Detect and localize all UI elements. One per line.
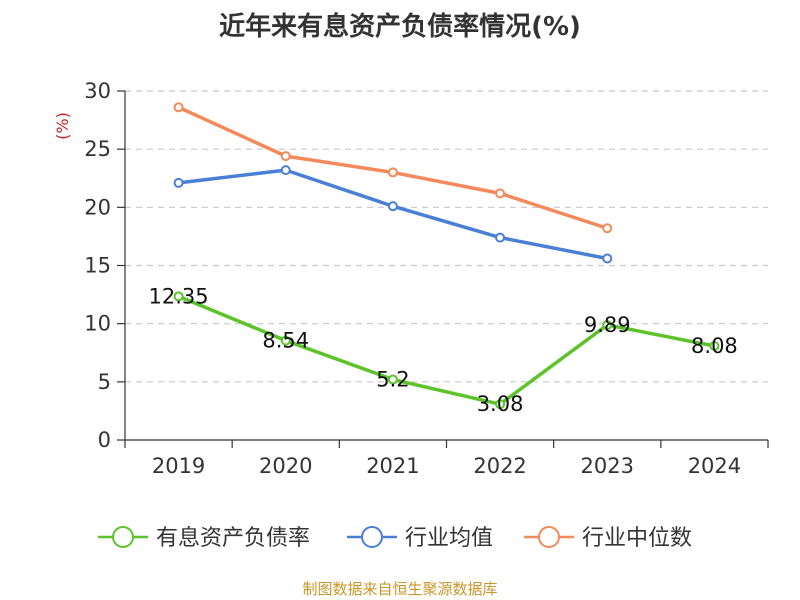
data-label-2019: 12.35: [149, 284, 209, 308]
series-0-point-4: [602, 319, 613, 330]
data-label-2021: 5.2: [376, 368, 409, 392]
y-tick-label-15: 15: [84, 254, 111, 278]
grid-lines: [125, 90, 768, 383]
axes: 0 5 10 15 20 25 30 2019 2020 2021 2022 2023 2024 (%): [53, 79, 769, 478]
y-axis-unit-label: (%): [53, 112, 72, 140]
series-0-point-1: [280, 335, 291, 346]
series-1-point-2: [387, 201, 398, 212]
legend-label-2: 行业中位数: [582, 526, 692, 551]
series-line-1: [178, 168, 608, 261]
chart-title: 近年来有息资产负债率情况(%): [219, 12, 581, 42]
series-0-point-3: [495, 399, 506, 410]
data-label-2023: 9.89: [584, 313, 631, 337]
series-0-point-5: [709, 341, 720, 352]
y-tick-label-0: 0: [98, 428, 111, 452]
x-tick-label-2020: 2020: [259, 454, 312, 478]
data-label-2022: 3.08: [477, 392, 524, 416]
series-2-point-3: [495, 188, 506, 199]
series-1-point-4: [602, 253, 613, 264]
legend-label-0: 有息资产负债率: [156, 526, 310, 551]
series-2-point-4: [602, 223, 613, 234]
legend-marker-1: [361, 526, 383, 548]
legend-marker-0: [112, 526, 134, 548]
series-lines: [173, 102, 720, 410]
series-2-point-2: [387, 167, 398, 178]
y-tick-label-25: 25: [84, 137, 111, 161]
x-tick-label-2022: 2022: [473, 454, 526, 478]
x-tick-label-2021: 2021: [366, 454, 419, 478]
data-label-2024: 8.08: [691, 334, 738, 358]
y-tick-label-20: 20: [84, 195, 111, 219]
series-1-point-0: [173, 177, 184, 188]
data-label-2020: 8.54: [262, 329, 309, 353]
series-1-point-1: [280, 165, 291, 176]
series-0-point-0: [173, 291, 184, 302]
y-tick-label-30: 30: [84, 79, 111, 103]
y-tick-label-10: 10: [84, 312, 111, 336]
data-labels: 12.35 8.54 5.2 3.08 9.89 8.08: [149, 284, 738, 416]
series-0-point-2: [387, 374, 398, 385]
source-note: 制图数据来自恒生聚源数据库: [302, 580, 498, 598]
series-line-0: [177, 294, 715, 406]
series-2-point-0: [173, 102, 184, 113]
legend-label-1: 行业均值: [405, 526, 493, 551]
x-tick-label-2019: 2019: [152, 454, 205, 478]
series-1-point-3: [495, 232, 506, 243]
legend: 有息资产负债率 行业均值 行业中位数: [98, 526, 692, 551]
x-tick-label-2024: 2024: [688, 454, 741, 478]
series-2-point-1: [280, 151, 291, 162]
legend-marker-2: [538, 526, 560, 548]
x-tick-label-2023: 2023: [581, 454, 634, 478]
y-tick-label-5: 5: [98, 370, 111, 394]
